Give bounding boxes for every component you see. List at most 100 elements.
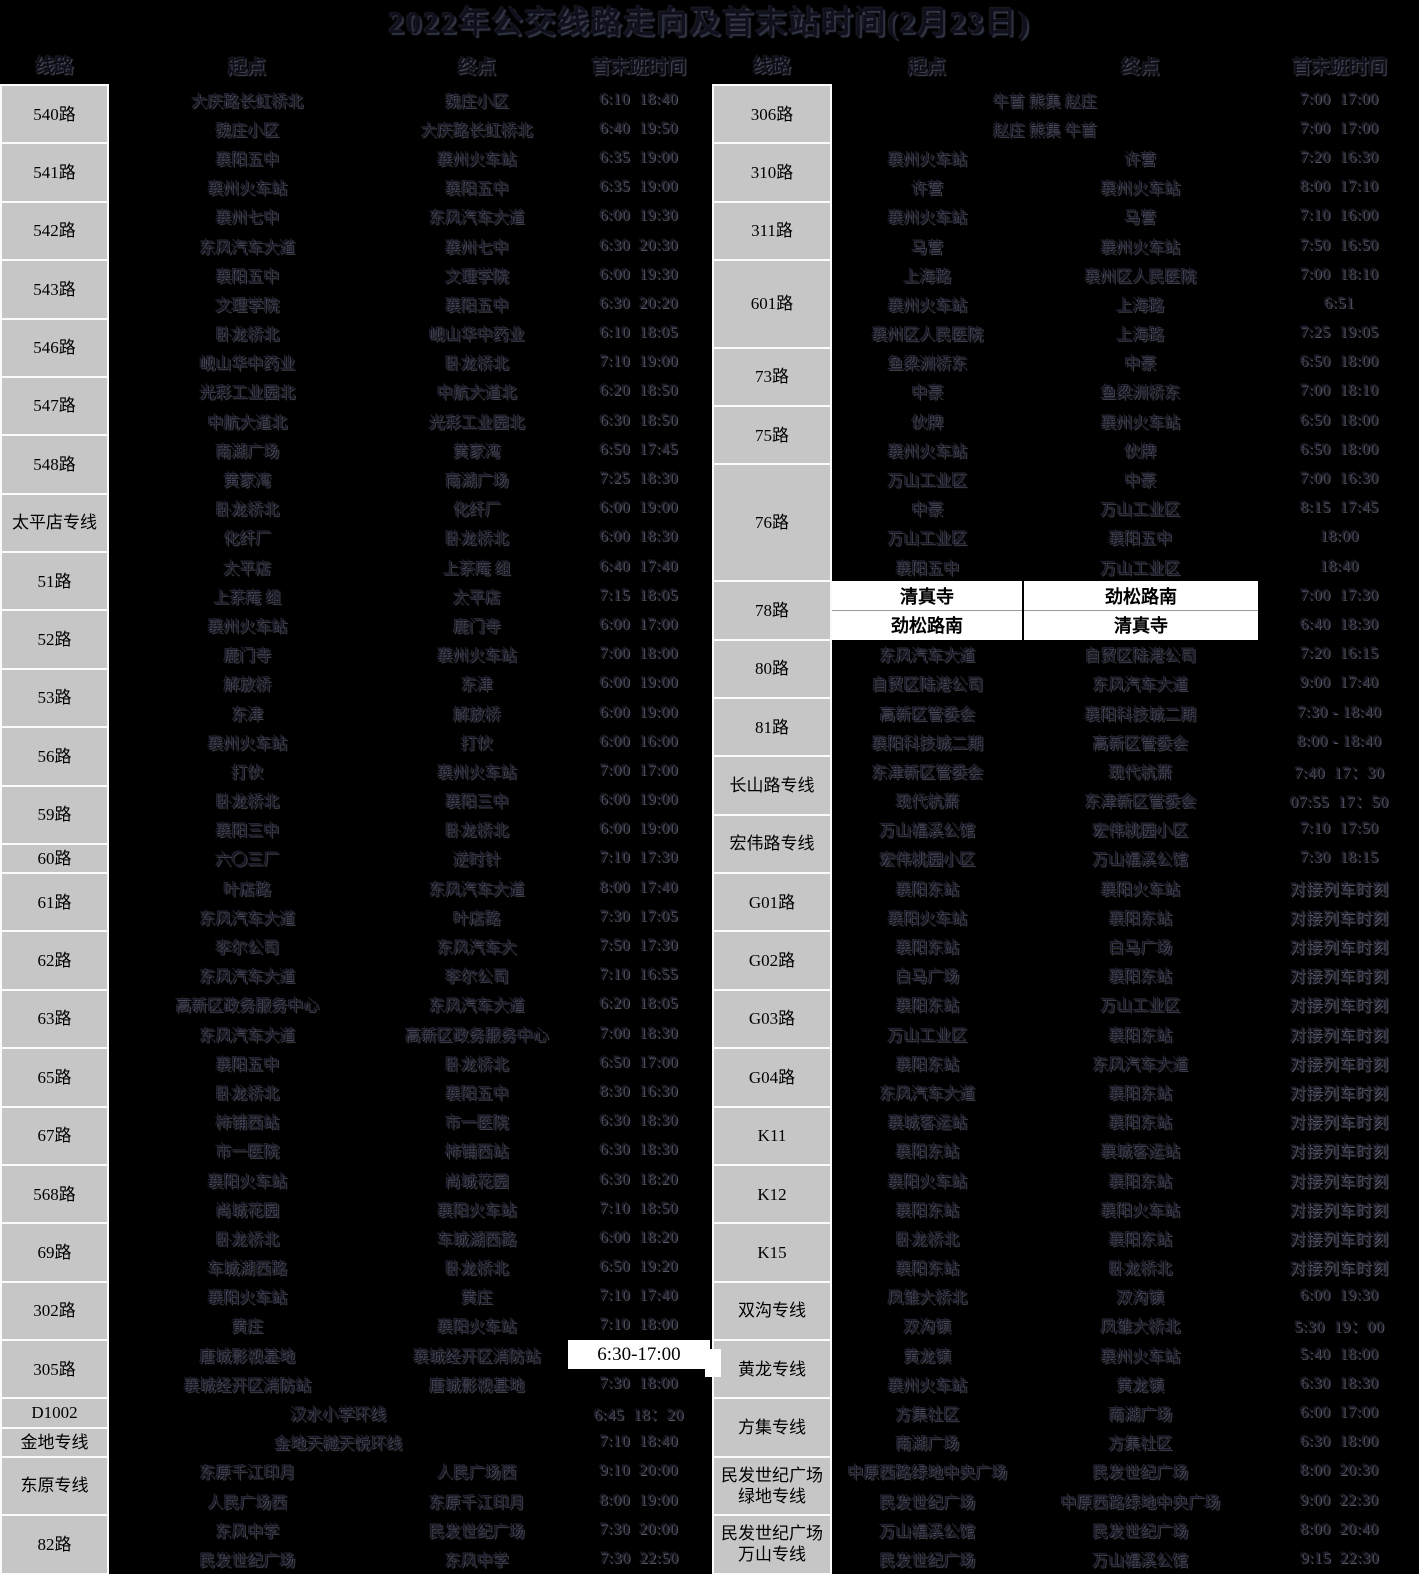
time-cell: 对接列车时刻	[1289, 1027, 1389, 1045]
column-header-end: 终点	[457, 56, 496, 78]
time-cell: 6:30 18:30	[599, 1112, 679, 1130]
time-cell: 7:10 16:00	[1300, 207, 1379, 225]
end-cell: 文理学院	[444, 268, 509, 286]
end-cell: 襄州火车站	[1100, 181, 1181, 199]
table-row: 56路 襄州火车站 打伙 6:00 16:00	[0, 726, 711, 787]
time-cell: 7:10 19:00	[599, 353, 679, 371]
route-cell: 52路	[0, 609, 109, 670]
table-row: 宏伟桃园小区 万山福溪公馆 7:30 18:15	[713, 844, 1419, 873]
table-row: 中航大道北 光彩工业园北 6:30 18:50	[1, 406, 711, 435]
end-cell: 襄阳东站	[1108, 1231, 1173, 1249]
end-cell: 襄阳五中	[444, 1085, 509, 1103]
end-cell: 李尔公司	[444, 969, 509, 987]
start-cell: 尚城花园	[215, 1202, 280, 1220]
end-cell: 卧龙桥北	[444, 531, 509, 549]
start-cell: 李尔公司	[215, 940, 280, 958]
table-row: 60路 六〇三厂 逆时针 7:10 17:30	[0, 842, 711, 875]
start-cell: 襄州火车站	[887, 297, 968, 315]
table-row: 541路 襄阳五中 襄州火车站 6:35 19:00	[0, 142, 711, 203]
end-cell: 中原西路绿地中央广场	[1060, 1494, 1221, 1512]
time-cell: 7:50 17:30	[599, 937, 679, 955]
start-cell: 民发世纪广场	[199, 1552, 296, 1570]
route-cell: 82路	[0, 1514, 109, 1574]
column-header-route: 线路	[35, 56, 74, 77]
table-row: 73路 鱼梁洲桥东 中豪 6:50 18:00	[712, 346, 1419, 408]
start-cell: 万山工业区	[887, 473, 968, 491]
table-row: 62路 李尔公司 东风汽车大 7:50 17:30	[0, 930, 711, 991]
time-cell: 6:20 18:05	[599, 995, 679, 1013]
table-row: 长山路专线 东津新区管委会 现代杭萧 7:40 17：30	[712, 755, 1419, 816]
table-row: 襄阳五中 万山工业区 18:40	[713, 552, 1419, 581]
start-cell: 卧龙桥北	[215, 502, 280, 520]
column-header-start: 起点	[907, 56, 946, 78]
route-cell: 601路	[712, 259, 832, 349]
end-cell: 襄州区人民医院	[1084, 268, 1197, 286]
start-cell: 襄阳东站	[895, 1202, 960, 1220]
start-cell: 民发世纪广场	[879, 1494, 976, 1512]
time-cell: 7:10 17:40	[599, 1287, 679, 1305]
table-row: 51路 太平店 上茶庵 组 6:40 17:40	[0, 550, 711, 612]
end-cell: 中豪	[1124, 356, 1157, 374]
time-cell: 07:55 17：50	[1290, 794, 1389, 812]
time-cell: 7:40 17：30	[1294, 764, 1385, 782]
time-cell: 7:30 18:15	[1300, 849, 1379, 867]
time-cell: 6:50 18:00	[1300, 353, 1379, 371]
table-row: 襄阳火车站 襄阳东站 对接列车时刻	[713, 902, 1419, 931]
route-cell: 547路	[0, 375, 109, 437]
start-cell: 人民广场西	[207, 1494, 288, 1512]
time-cell: 7:30 20:00	[599, 1520, 679, 1538]
start-cell: 万山福溪公馆	[879, 1523, 976, 1541]
table-row: 上茶庵 组 太平店 7:15 18:05	[1, 581, 711, 610]
table-row: 东风汽车大道 李尔公司 7:10 16:55	[1, 961, 711, 990]
time-cell: 6:00 16:00	[599, 732, 679, 750]
table-row: 52路 襄州火车站 鹿门寺 6:00 17:00	[0, 609, 711, 670]
time-cell: 9:10 20:00	[599, 1462, 679, 1480]
end-cell: 凤雏大桥北	[1100, 1319, 1181, 1337]
route-cell: 306路	[712, 83, 832, 145]
table-row: 宏伟路专线 万山福溪公馆 宏伟桃园小区 7:10 17:50	[712, 813, 1419, 875]
end-cell: 南湖广场	[444, 473, 509, 491]
time-cell: 6:00 19:00	[599, 791, 679, 809]
table-row: 中豪 鱼梁洲桥东 7:00 18:10	[713, 377, 1419, 406]
start-cell: 襄阳科技城二期	[871, 735, 984, 753]
route-cell: 305路	[0, 1339, 109, 1400]
end-cell: 上海路	[1116, 327, 1165, 345]
start-cell: 襄阳五中	[895, 560, 960, 578]
table-row: 襄州火车站 黄龙镇 6:30 18:30	[713, 1369, 1419, 1398]
end-cell: 化纤厂	[452, 502, 501, 520]
route-cell: 302路	[0, 1280, 109, 1342]
time-cell: 6:30 18:30	[1300, 1374, 1379, 1392]
time-cell: 7:15 18:05	[599, 586, 679, 604]
bus-schedule-table-right: 线路 起点 终点 首末班时间 306路 牛首 熊集 赵庄 7:00 17:00 赵庄 …	[712, 45, 1419, 1574]
end-cell: 东津	[460, 677, 493, 695]
start-cell: 柿铺西站	[215, 1115, 280, 1133]
table-row: D1002 汉水小学环线 6:45 18：20	[0, 1397, 711, 1429]
start-cell: 南湖广场	[215, 443, 280, 461]
time-cell: 6:00 17:00	[599, 615, 679, 633]
end-cell: 襄阳三中	[444, 794, 509, 812]
start-cell: 襄阳东站	[895, 881, 960, 899]
start-cell: 襄阳五中	[215, 1056, 280, 1074]
time-cell: 6:20 18:50	[599, 382, 679, 400]
end-cell: 高新区政务服务中心	[404, 1027, 549, 1045]
table-row: 襄阳科技城二期 高新区管委会 8:00 - 18:40	[713, 727, 1419, 756]
end-cell: 鱼梁洲桥东	[1100, 385, 1181, 403]
start-cell: 襄阳东站	[895, 1144, 960, 1162]
time-cell: 7:10 17:50	[1300, 820, 1379, 838]
table-row: 305路 唐城影视基地 襄城经开区消防站 6:30-17:00	[0, 1339, 711, 1400]
table-row: 80路 东风汽车大道 自贸区陆港公司 7:20 16:15	[712, 638, 1419, 699]
start-cell: 化纤厂	[223, 531, 272, 549]
end-cell: 岘山华中药业	[428, 327, 525, 345]
time-cell: 7:25 19:05	[1300, 324, 1379, 342]
time-cell: 7:10 16:55	[599, 966, 679, 984]
route-cell: 62路	[0, 930, 109, 991]
table-row: 方集专线 方集社区 南湖广场 6:00 17:00	[712, 1397, 1419, 1458]
end-cell: 卧龙桥北	[444, 1056, 509, 1074]
start-cell: 上茶庵 组	[213, 589, 282, 607]
start-cell: 市一医院	[215, 1144, 280, 1162]
route-cell: 69路	[0, 1222, 109, 1283]
route-cell: 民发世纪广场万山专线	[712, 1514, 832, 1574]
end-cell: 黄家湾	[452, 443, 501, 461]
time-cell: 对接列车时刻	[1289, 969, 1389, 987]
table-row: 金地专线 金地天樾天悦环线 7:10 18:40	[0, 1426, 711, 1458]
